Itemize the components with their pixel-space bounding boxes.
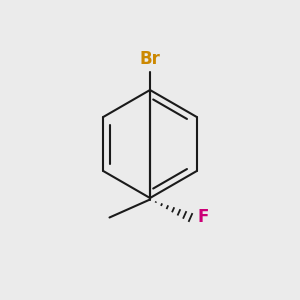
Text: Br: Br (140, 50, 160, 68)
Text: F: F (197, 208, 208, 226)
